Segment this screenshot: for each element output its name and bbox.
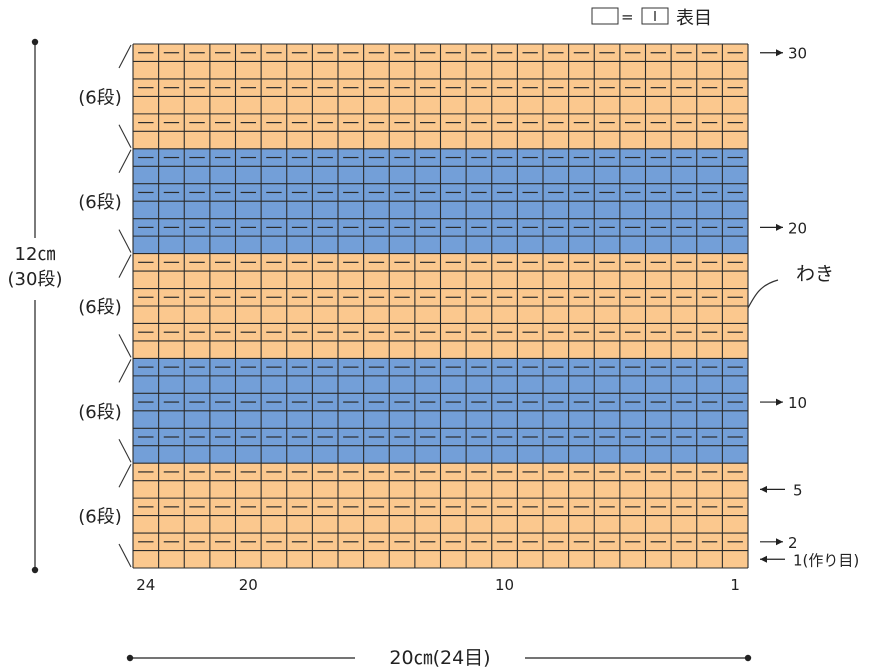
width-label: 20㎝(24目) (389, 647, 490, 669)
row-arrow-head (776, 223, 783, 231)
width-dot-left (126, 654, 134, 662)
bracket-top (118, 463, 132, 488)
stitch-number-label: 1 (730, 576, 740, 594)
stitch-number-label: 20 (239, 576, 258, 594)
bracket-top (118, 44, 132, 69)
band-label: (6段) (78, 507, 122, 528)
bracket-bottom (118, 438, 132, 463)
bracket-top (118, 359, 132, 383)
side-label: わき (796, 263, 834, 285)
bracket-bottom (118, 229, 132, 253)
stitch-number-label: 24 (136, 576, 155, 594)
row-marker-label: 20 (788, 219, 807, 237)
height-dot-bottom (31, 566, 39, 574)
bracket-bottom (118, 334, 132, 358)
stitch-grid (132, 43, 749, 569)
stitch-labels: 24 20 10 1 (136, 576, 740, 594)
height-size-label: 12㎝ (15, 244, 56, 265)
bracket-bottom (118, 543, 132, 568)
row-arrow-head (776, 538, 783, 546)
row-arrow-head (760, 485, 767, 493)
row-marker-label: 1(作り目) (793, 551, 859, 569)
height-rows-label: (30段) (8, 269, 63, 290)
band-label: (6段) (78, 402, 122, 423)
band-label: (6段) (78, 297, 122, 318)
legend-label: 表目 (676, 8, 712, 29)
width-dot-right (744, 654, 752, 662)
band-labels: (6段) (6段) (6段) (6段) (6段) (78, 87, 122, 527)
side-leader-line (747, 279, 779, 309)
legend-equals: = (621, 8, 634, 26)
row-arrow-head (760, 555, 767, 563)
bracket-top (118, 254, 132, 278)
row-marker-label: 10 (788, 394, 807, 412)
bracket-top (118, 149, 132, 174)
row-marker-label: 30 (788, 45, 807, 63)
dimension-lines (31, 38, 752, 662)
empty-cell-icon (591, 7, 619, 25)
legend: = 表目 (591, 7, 712, 29)
band-label: (6段) (78, 87, 122, 108)
row-marker-label: 2 (788, 534, 798, 552)
bracket-bottom (118, 124, 132, 149)
stitch-number-label: 10 (495, 576, 514, 594)
row-markers: 30 20 10 5 21(作り目) (760, 45, 859, 569)
row-marker-label: 5 (793, 481, 803, 499)
band-brackets (118, 44, 132, 568)
band-label: (6段) (78, 192, 122, 213)
height-dot-top (31, 38, 39, 46)
row-arrow-head (776, 49, 783, 57)
row-arrow-head (776, 398, 783, 406)
